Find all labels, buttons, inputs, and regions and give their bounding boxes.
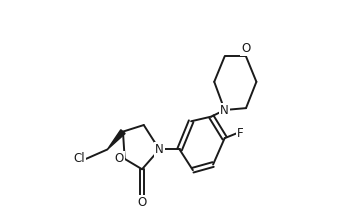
Polygon shape — [107, 130, 125, 149]
Text: O: O — [241, 42, 251, 55]
Text: N: N — [155, 143, 164, 156]
Text: N: N — [220, 103, 229, 117]
Text: O: O — [114, 152, 124, 165]
Text: F: F — [237, 127, 244, 140]
Text: O: O — [137, 196, 147, 209]
Text: Cl: Cl — [73, 152, 85, 165]
